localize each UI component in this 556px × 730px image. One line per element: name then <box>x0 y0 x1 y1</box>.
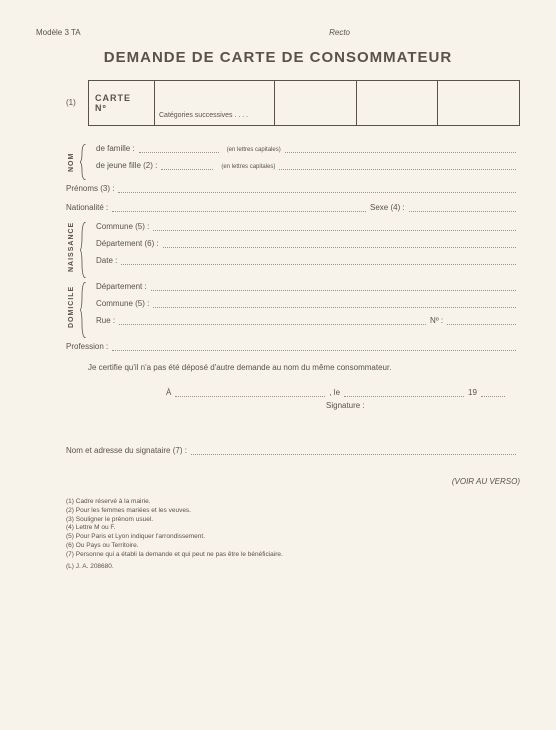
note-famille: (en lettres capitales) <box>227 147 281 153</box>
label-famille: de famille : <box>96 144 135 153</box>
vlabel-naissance: NAISSANCE <box>68 222 75 272</box>
label-signature: Signature : <box>326 401 520 410</box>
header-row: Modèle 3 TA Recto <box>36 28 520 37</box>
footnote-6: (6) Ou Pays ou Territoire. <box>66 542 520 551</box>
note-jeunefille: (en lettres capitales) <box>221 164 275 170</box>
footnote-ref: (L) J. A. 208680. <box>66 563 520 572</box>
certification-text: Je certifie qu'il n'a pas été déposé d'a… <box>88 363 520 372</box>
label-d-rue: Rue : <box>96 316 115 325</box>
row-n-departement: Département (6) : <box>96 239 520 248</box>
label-sexe: Sexe (4) : <box>370 203 405 212</box>
row-n-commune: Commune (5) : <box>96 222 520 231</box>
label-d-commune: Commune (5) : <box>96 299 149 308</box>
naissance-content: Commune (5) : Département (6) : Date : <box>88 222 520 278</box>
row-d-rue: Rue : Nº : <box>96 316 520 325</box>
brace-nom <box>80 144 88 180</box>
label-n-commune: Commune (5) : <box>96 222 149 231</box>
page-title: DEMANDE DE CARTE DE CONSOMMATEUR <box>36 49 520 66</box>
footnote-3: (3) Souligner le prénom usuel. <box>66 516 520 525</box>
label-yr: 19 <box>468 388 477 397</box>
footnote-5: (5) Pour Paris et Lyon indiquer l'arrond… <box>66 533 520 542</box>
section-nom: NOM de famille : (en lettres capitales) … <box>66 144 520 180</box>
label-d-departement: Département : <box>96 282 147 291</box>
vlabel-nom-wrap: NOM <box>66 144 80 180</box>
line-d-rue[interactable] <box>119 316 426 325</box>
line-n-departement[interactable] <box>163 239 516 248</box>
vlabel-domicile: DOMICILE <box>68 286 75 328</box>
seg-d-no: Nº : <box>430 316 520 325</box>
brace-naissance <box>80 222 88 278</box>
label-le: , le <box>329 388 340 397</box>
label-profession: Profession : <box>66 342 108 351</box>
label-nationalite: Nationalité : <box>66 203 108 212</box>
row-profession: Profession : <box>66 342 520 351</box>
section-domicile: DOMICILE Département : Commune (5) : Rue… <box>66 282 520 338</box>
row-signataire: Nom et adresse du signataire (7) : <box>66 446 520 455</box>
label-n-departement: Département (6) : <box>96 239 159 248</box>
label-n-date: Date : <box>96 256 117 265</box>
domicile-content: Département : Commune (5) : Rue : Nº : <box>88 282 520 338</box>
vlabel-naissance-wrap: NAISSANCE <box>66 222 80 278</box>
model-label: Modèle 3 TA <box>36 28 81 37</box>
label-jeunefille: de jeune fille (2) : <box>96 161 157 170</box>
line-n-date[interactable] <box>121 256 516 265</box>
row-signature-place: À , le 19 <box>166 388 520 397</box>
footnote-1: (1) Cadre réservé à la mairie. <box>66 498 520 507</box>
label-prenoms: Prénoms (3) : <box>66 184 114 193</box>
footnotes: (1) Cadre réservé à la mairie. (2) Pour … <box>66 498 520 572</box>
row-prenoms: Prénoms (3) : <box>66 184 520 193</box>
label-signataire: Nom et adresse du signataire (7) : <box>66 446 187 455</box>
row-jeunefille: de jeune fille (2) : (en lettres capital… <box>96 161 520 170</box>
row-d-commune: Commune (5) : <box>96 299 520 308</box>
label-a: À <box>166 388 171 397</box>
line-d-no[interactable] <box>447 316 516 325</box>
footnote-4: (4) Lettre M ou F. <box>66 524 520 533</box>
carte-label: CARTE <box>95 93 148 103</box>
row-n-date: Date : <box>96 256 520 265</box>
line-jeunefille-2[interactable] <box>279 161 516 170</box>
nom-content: de famille : (en lettres capitales) de j… <box>88 144 520 180</box>
row-nationalite: Nationalité : Sexe (4) : <box>66 203 520 212</box>
card-box-cell-2 <box>357 81 439 125</box>
row-famille: de famille : (en lettres capitales) <box>96 144 520 153</box>
footnote-2: (2) Pour les femmes mariées et les veuve… <box>66 507 520 516</box>
carte-no-label: Nº <box>95 103 148 113</box>
line-prenoms[interactable] <box>118 184 516 193</box>
line-sexe[interactable] <box>409 203 516 212</box>
box-paren: (1) <box>66 80 88 126</box>
section-naissance: NAISSANCE Commune (5) : Département (6) … <box>66 222 520 278</box>
footnote-7: (7) Personne qui a établi la demande et … <box>66 551 520 560</box>
card-box: CARTE Nº Catégories successives . . . . <box>88 80 520 126</box>
line-nationalite[interactable] <box>112 203 366 212</box>
line-signataire[interactable] <box>191 446 516 455</box>
line-yr[interactable] <box>481 388 505 397</box>
card-box-row: (1) CARTE Nº Catégories successives . . … <box>66 80 520 126</box>
categories-label: Catégories successives . . . . <box>159 112 248 119</box>
card-box-cell-3 <box>438 81 519 125</box>
verso-note: (VOIR AU VERSO) <box>66 477 520 486</box>
line-profession[interactable] <box>112 342 516 351</box>
card-box-cell-1 <box>275 81 357 125</box>
card-box-left: CARTE Nº <box>89 81 155 125</box>
line-n-commune[interactable] <box>153 222 516 231</box>
line-date[interactable] <box>344 388 464 397</box>
form-body: NOM de famille : (en lettres capitales) … <box>66 144 520 486</box>
line-jeunefille[interactable] <box>161 161 213 170</box>
line-place[interactable] <box>175 388 325 397</box>
line-famille[interactable] <box>139 144 219 153</box>
card-box-cat: Catégories successives . . . . <box>155 81 275 125</box>
seg-sexe: Sexe (4) : <box>370 203 520 212</box>
label-d-no: Nº : <box>430 316 443 325</box>
line-d-departement[interactable] <box>151 282 516 291</box>
row-d-departement: Département : <box>96 282 520 291</box>
recto-label: Recto <box>329 28 350 37</box>
line-famille-2[interactable] <box>285 144 516 153</box>
brace-domicile <box>80 282 88 338</box>
vlabel-nom: NOM <box>68 153 75 172</box>
vlabel-domicile-wrap: DOMICILE <box>66 282 80 338</box>
line-d-commune[interactable] <box>153 299 516 308</box>
